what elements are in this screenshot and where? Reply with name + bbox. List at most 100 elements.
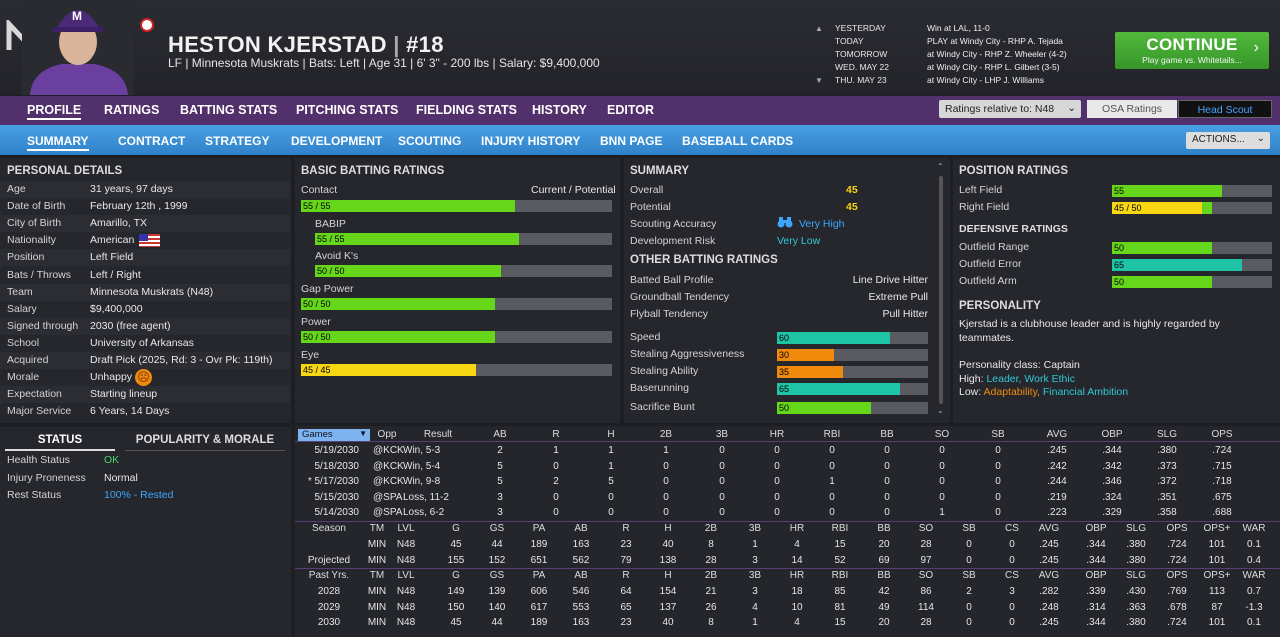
season-col-header[interactable]: SO [918,523,934,534]
season-col-header[interactable]: GS [489,523,505,534]
past-col-header[interactable]: SO [918,570,934,581]
season-col-header[interactable]: 3B [748,523,762,534]
tab-fielding-stats[interactable]: FIELDING STATS [416,103,517,117]
games-col-header[interactable]: 2B [659,429,673,440]
past-col-header[interactable]: TM [369,570,385,581]
past-col-header[interactable]: AB [574,570,588,581]
past-year-row[interactable]: 2028 MIN N48 149 139 606 546 64 154 21 3 18 85 42 86 2 3… [295,586,1280,601]
season-row[interactable]: MIN N48 45 44 189 163 23 40 8 1 4 15 20 28 0 0 .245 .344.… [295,539,1280,554]
games-col-header[interactable]: 3B [715,429,729,440]
season-col-header[interactable]: H [664,523,672,534]
season-col-header[interactable]: OPS+ [1203,523,1231,534]
past-col-header[interactable]: WAR [1242,570,1266,581]
game-row[interactable]: 5/15/2030 @SPA Loss, 11-2 3 0 0 0 0 0 0 0 0 0 .219 .32… [295,492,1280,507]
tab-pitching-stats[interactable]: PITCHING STATS [296,103,399,117]
games-col-header[interactable]: SLG [1156,429,1177,440]
past-col-header[interactable]: OPS+ [1203,570,1231,581]
head-scout-button[interactable]: Head Scout [1178,100,1272,118]
past-col-header[interactable]: 2B [704,570,718,581]
past-col-header[interactable]: CS [1005,570,1019,581]
continue-button[interactable]: CONTINUE Play game vs. Whitetails... › [1115,32,1269,69]
past-col-header[interactable]: OBP [1085,570,1107,581]
games-col-header[interactable]: SB [991,429,1005,440]
schedule-row[interactable]: TOMORROW at Windy City - RHP Z. Wheeler (… [835,48,1067,61]
ratings-relative-select[interactable]: Ratings relative to: N48 ⌄ [939,100,1081,118]
tab-baseball-cards[interactable]: BASEBALL CARDS [682,134,794,148]
games-col-header[interactable]: Opp [377,429,397,440]
past-col-header[interactable]: RBI [831,570,849,581]
tab-popularity-morale[interactable]: POPULARITY & MORALE [125,431,285,451]
games-col-header[interactable]: BB [880,429,894,440]
games-col-header[interactable]: HR [769,429,785,440]
tab-editor[interactable]: EDITOR [607,103,654,117]
tab-scouting[interactable]: SCOUTING [398,134,462,148]
chevron-up-icon[interactable]: ▲ [815,24,823,33]
past-col-header[interactable]: OPS [1166,570,1188,581]
past-col-header[interactable]: AVG [1038,570,1060,581]
season-col-header[interactable]: G [452,523,460,534]
games-select[interactable]: Games ▼ [298,429,370,441]
past-col-header[interactable]: GS [489,570,505,581]
games-col-header[interactable]: R [552,429,560,440]
past-year-row[interactable]: 2030 MIN N48 45 44 189 163 23 40 8 1 4 15 20 28 0 0 .245.… [295,617,1280,632]
chevron-down-icon[interactable]: ⌄ [937,406,944,415]
schedule-row[interactable]: YESTERDAY Win at LAL, 11-0 [835,22,1067,35]
tab-development[interactable]: DEVELOPMENT [291,134,383,148]
season-col-header[interactable]: TM [369,523,385,534]
tab-summary[interactable]: SUMMARY [27,134,89,151]
games-col-header[interactable]: OPS [1211,429,1233,440]
season-col-header[interactable]: SB [962,523,976,534]
season-col-header[interactable]: HR [789,523,805,534]
season-col-header[interactable]: SLG [1125,523,1146,534]
past-year-row[interactable]: 2029 MIN N48 150 140 617 553 65 137 26 4 10 81 49 114 0… [295,602,1280,617]
game-row[interactable]: * 5/17/2030 @KCK Win, 9-8 5 2 5 0 0 0 1 0 0 0 .244 .34… [295,476,1280,491]
schedule-row[interactable]: THU. MAY 23 at Windy City - LHP J. Willia… [835,74,1067,87]
season-col-header[interactable]: CS [1005,523,1019,534]
chevron-up-icon[interactable]: ⌃ [937,162,944,171]
past-col-header[interactable]: H [664,570,672,581]
past-col-header[interactable]: LVL [397,570,415,581]
team-badge-icon[interactable] [140,18,154,32]
game-row[interactable]: 5/14/2030 @SPA Loss, 6-2 3 0 0 0 0 0 0 0 1 0 .223 .329… [295,507,1280,522]
season-col-header[interactable]: PA [532,523,546,534]
season-col-header[interactable]: Season [312,523,346,534]
season-col-header[interactable]: OPS [1166,523,1188,534]
osa-ratings-button[interactable]: OSA Ratings [1087,100,1177,118]
past-col-header[interactable]: R [622,570,630,581]
chevron-down-icon[interactable]: ▼ [815,76,823,85]
tab-history[interactable]: HISTORY [532,103,587,117]
season-col-header[interactable]: R [622,523,630,534]
season-col-header[interactable]: LVL [397,523,415,534]
games-col-header[interactable]: Result [423,429,453,440]
tab-status[interactable]: STATUS [5,431,115,451]
scrollbar-thumb[interactable] [939,176,943,404]
season-col-header[interactable]: WAR [1242,523,1266,534]
summary-scrollbar[interactable]: ⌃ ⌄ [937,162,945,417]
games-col-header[interactable]: RBI [823,429,841,440]
season-col-header[interactable]: AB [574,523,588,534]
season-col-header[interactable]: 2B [704,523,718,534]
past-col-header[interactable]: HR [789,570,805,581]
tab-bnn-page[interactable]: BNN PAGE [600,134,663,148]
tab-profile[interactable]: PROFILE [27,103,82,120]
schedule-row[interactable]: TODAY PLAY at Windy City - RHP A. Tejada [835,35,1067,48]
tab-injury-history[interactable]: INJURY HISTORY [481,134,581,148]
past-col-header[interactable]: 3B [748,570,762,581]
tab-ratings[interactable]: RATINGS [104,103,160,117]
past-col-header[interactable]: SLG [1125,570,1146,581]
tab-strategy[interactable]: STRATEGY [205,134,270,148]
past-col-header[interactable]: Past Yrs. [308,570,350,581]
schedule-row[interactable]: WED. MAY 22 at Windy City - RHP L. Gilber… [835,61,1067,74]
season-col-header[interactable]: RBI [831,523,849,534]
past-col-header[interactable]: PA [532,570,546,581]
season-col-header[interactable]: BB [877,523,891,534]
season-col-header[interactable]: OBP [1085,523,1107,534]
game-row[interactable]: 5/18/2030 @KCK Win, 5-4 5 0 1 0 0 0 0 0 0 0 .242 .342.… [295,461,1280,476]
past-col-header[interactable]: BB [877,570,891,581]
games-col-header[interactable]: AB [493,429,507,440]
games-col-header[interactable]: OBP [1101,429,1123,440]
season-row[interactable]: Projected MIN N48 155 152 651 562 79 138 28 3 14 52 6… [295,555,1280,570]
tab-contract[interactable]: CONTRACT [118,134,186,148]
past-col-header[interactable]: SB [962,570,976,581]
games-col-header[interactable]: AVG [1046,429,1068,440]
